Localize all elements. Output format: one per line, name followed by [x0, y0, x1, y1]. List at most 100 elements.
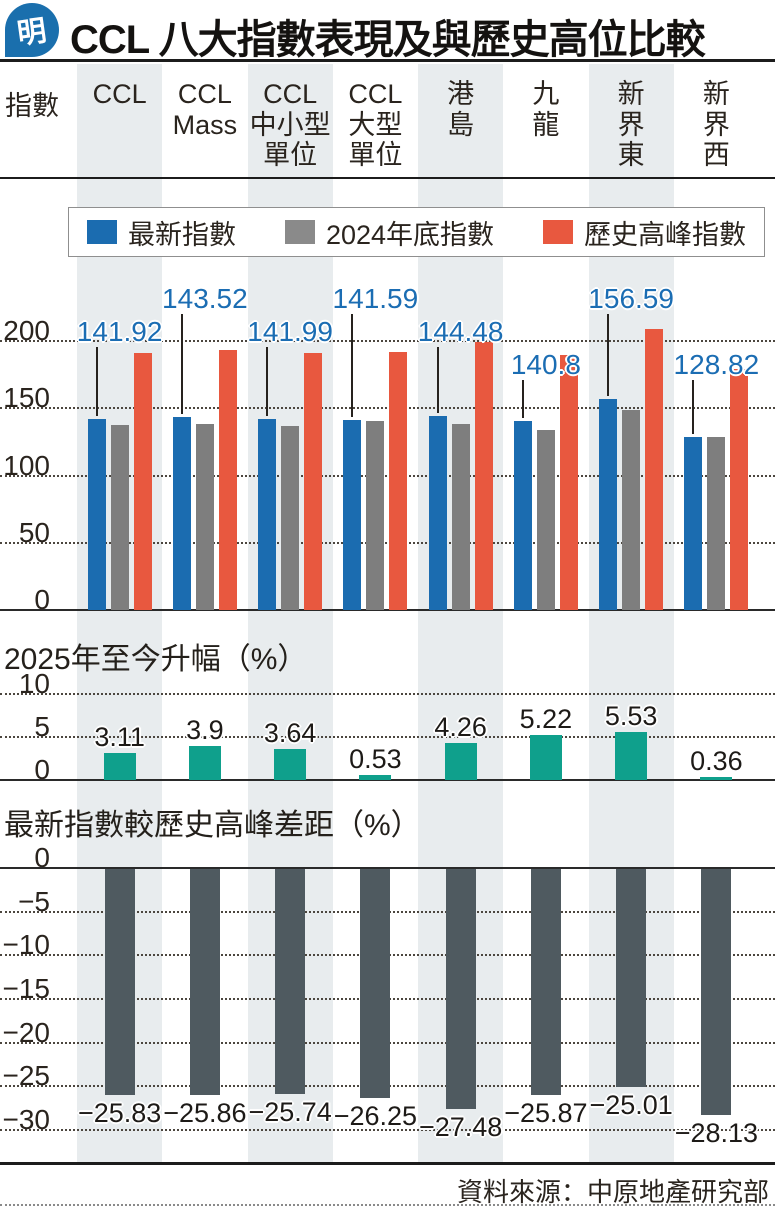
bar-2024年底指數	[622, 410, 641, 610]
bar-歷史高峰指數	[559, 354, 578, 610]
bar-歷史高峰指數	[218, 349, 237, 610]
y-tick-label: 200	[3, 315, 50, 346]
latest-index-callout	[607, 314, 610, 397]
gain-value-label: 5.53	[604, 701, 658, 732]
bar-最新指數	[599, 399, 618, 610]
y-tick-label: −30	[2, 1103, 51, 1135]
legend-label: 歷史高峰指數	[583, 219, 746, 250]
gain-value-label: 3.64	[263, 717, 317, 748]
index-row-label: 指數	[5, 91, 59, 121]
latest-index-value-label: 141.92	[76, 316, 163, 347]
y-tick-label: 0	[34, 754, 50, 785]
latest-index-callout	[351, 314, 354, 417]
gridline	[0, 693, 775, 695]
latest-index-callout	[692, 380, 695, 434]
latest-index-callout	[521, 380, 524, 418]
column-header: 九 龍	[532, 79, 560, 140]
latest-index-callout	[180, 314, 183, 414]
bar-歷史高峰指數	[304, 352, 323, 610]
y-tick-label: −5	[18, 885, 50, 917]
gap-value-label: −25.01	[589, 1090, 673, 1121]
gap-value-label: −25.74	[248, 1096, 332, 1127]
legend-label: 最新指數	[128, 219, 236, 250]
bottom-border	[0, 1204, 775, 1206]
data-source: 資料來源：中原地產研究部	[456, 1177, 769, 1207]
y-tick-label: 10	[18, 668, 50, 699]
gap-value-label: −28.13	[674, 1117, 759, 1148]
latest-index-value-label: 156.59	[588, 283, 674, 314]
gridline	[0, 867, 775, 869]
gridline	[0, 474, 775, 477]
bar-最新指數	[684, 436, 703, 610]
gain-bar	[529, 735, 562, 780]
gap-value-label: −27.48	[418, 1111, 503, 1142]
y-tick-label: 100	[3, 449, 50, 481]
header-divider	[0, 59, 775, 62]
latest-index-value-label: 140.8	[510, 349, 581, 380]
bar-2024年底指數	[110, 424, 129, 610]
column-header: 新 界 西	[702, 79, 730, 170]
gain-bar	[103, 753, 136, 780]
gridline	[0, 407, 775, 410]
gain-value-label: 5.22	[519, 704, 573, 735]
end-2024-index-swatch	[284, 220, 315, 244]
column-header: 港 島	[447, 79, 475, 140]
legend-item-end2024: 2024年底指數	[284, 213, 495, 252]
legend: 最新指數 2024年底指數 歷史高峰指數	[68, 207, 765, 257]
gridline	[0, 1128, 775, 1131]
gap-value-label: −25.86	[163, 1097, 247, 1128]
legend-item-peak: 歷史高峰指數	[542, 213, 746, 252]
gain-value-label: 3.9	[186, 715, 224, 746]
latest-index-value-label: 144.48	[417, 316, 504, 347]
historical-peak-swatch	[542, 220, 573, 244]
y-tick-label: 0	[34, 842, 50, 873]
gap-chart-title: 最新指數較歷史高峰差距（%）	[4, 809, 421, 842]
footer-divider	[0, 1162, 775, 1165]
latest-index-value-label: 141.99	[247, 316, 333, 347]
bar-歷史高峰指數	[389, 351, 408, 610]
gain-bar	[359, 775, 392, 780]
gain-bar	[444, 743, 477, 780]
bar-2024年底指數	[451, 423, 470, 610]
gain-bar	[615, 732, 648, 780]
gain-value-label: 0.36	[690, 745, 743, 776]
gap-value-label: −26.25	[333, 1101, 418, 1132]
gap-bar	[189, 869, 220, 1095]
y-tick-label: −15	[2, 972, 51, 1004]
column-header: CCL 中小型 單位	[249, 79, 331, 170]
gap-bar	[701, 869, 732, 1115]
bar-2024年底指數	[366, 420, 385, 610]
column-header: CCL Mass	[172, 79, 238, 140]
bar-最新指數	[343, 419, 362, 610]
gap-bar	[530, 869, 561, 1095]
gap-bar	[104, 869, 135, 1095]
gain-bar	[700, 776, 733, 780]
bar-歷史高峰指數	[474, 342, 493, 610]
gridline	[0, 736, 775, 738]
bar-歷史高峰指數	[645, 329, 664, 610]
mingpao-logo-glyph: 明	[15, 15, 50, 51]
y-tick-label: 5	[34, 711, 50, 742]
bar-歷史高峰指數	[730, 368, 749, 610]
legend-label: 2024年底指數	[325, 219, 495, 250]
y-tick-label: 50	[18, 516, 50, 548]
column-header-divider	[0, 177, 775, 179]
gap-value-label: −25.83	[77, 1097, 162, 1128]
page-title: CCL 八大指數表現及與歷史高位比較	[70, 18, 706, 62]
gap-bar	[616, 869, 647, 1088]
bar-2024年底指數	[195, 424, 214, 610]
gridline	[0, 779, 775, 781]
bar-最新指數	[513, 420, 532, 610]
bar-2024年底指數	[281, 425, 300, 610]
bar-2024年底指數	[536, 430, 555, 610]
gap-bar	[275, 869, 306, 1094]
gain-value-label: 3.11	[94, 722, 145, 753]
gap-value-label: −25.87	[504, 1097, 588, 1128]
column-header: 新 界 東	[617, 79, 645, 170]
gridline	[0, 609, 775, 611]
bar-歷史高峰指數	[133, 352, 152, 610]
y-tick-label: −10	[2, 929, 51, 961]
bar-最新指數	[172, 416, 191, 610]
gain-value-label: 0.53	[349, 744, 402, 775]
